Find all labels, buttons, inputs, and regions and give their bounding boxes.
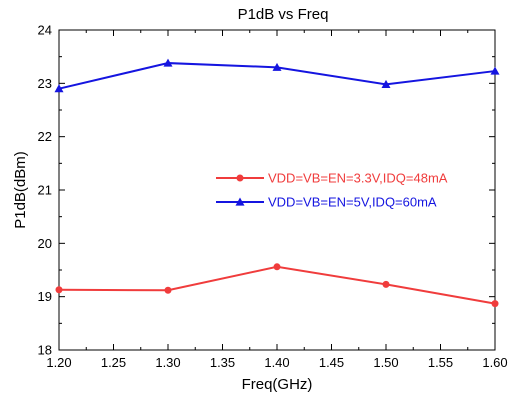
y-tick-label: 20 — [38, 236, 52, 251]
x-tick-label: 1.35 — [210, 355, 235, 370]
x-tick-label: 1.25 — [101, 355, 126, 370]
series-1 — [55, 263, 499, 308]
y-tick-label: 24 — [38, 23, 52, 38]
x-tick-label: 1.55 — [428, 355, 453, 370]
data-point — [164, 286, 172, 294]
data-point — [273, 263, 281, 271]
data-point — [491, 300, 499, 308]
plot-frame — [58, 29, 496, 351]
data-point — [382, 280, 390, 288]
data-point — [272, 62, 282, 71]
x-axis-title: Freq(GHz) — [242, 376, 313, 393]
x-tick-label: 1.30 — [155, 355, 180, 370]
legend-label: VDD=VB=EN=3.3V,IDQ=48mA — [268, 171, 448, 186]
y-tick-label: 19 — [38, 289, 52, 304]
series-layer — [54, 58, 500, 308]
y-tick-label: 21 — [38, 183, 52, 198]
data-point — [381, 79, 391, 88]
series-line — [58, 265, 496, 305]
x-tick-label: 1.45 — [319, 355, 344, 370]
data-point — [54, 84, 64, 93]
legend-item: VDD=VB=EN=5V,IDQ=60mA — [216, 195, 437, 210]
y-tick-label: 23 — [38, 76, 52, 91]
chart-title: P1dB vs Freq — [238, 6, 329, 23]
x-tick-label: 1.40 — [264, 355, 289, 370]
data-point — [490, 66, 500, 75]
data-point — [55, 286, 63, 294]
x-tick-label: 1.20 — [46, 355, 71, 370]
data-point — [163, 58, 173, 67]
series-2 — [54, 58, 500, 93]
y-tick-label: 18 — [38, 343, 52, 358]
legend-item: VDD=VB=EN=3.3V,IDQ=48mA — [216, 171, 448, 186]
legend-swatch-marker — [235, 197, 245, 206]
legend-swatch-marker — [236, 174, 244, 182]
legend-label: VDD=VB=EN=5V,IDQ=60mA — [268, 195, 437, 210]
y-axis-title: P1dB(dBm) — [12, 151, 29, 229]
x-tick-label: 1.60 — [482, 355, 507, 370]
y-tick-label: 22 — [38, 129, 52, 144]
x-tick-label: 1.50 — [373, 355, 398, 370]
axis-ticks: 1.20 1.25 1.30 1.35 1.40 1.45 1.50 1.55 1.60 18 19… — [38, 23, 508, 371]
legend: VDD=VB=EN=3.3V,IDQ=48mA VDD=VB=EN=5V,IDQ=… — [216, 171, 448, 210]
